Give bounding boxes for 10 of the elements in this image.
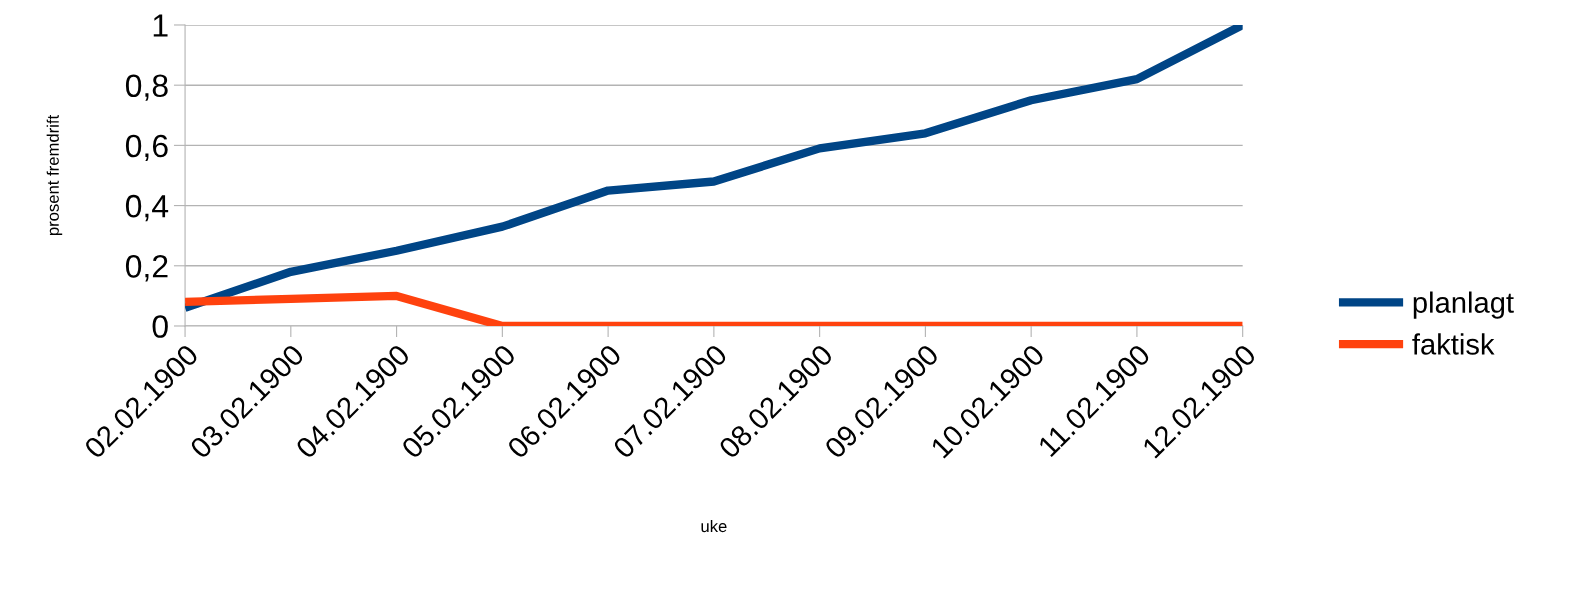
y-tick-label: 0,6: [125, 134, 168, 162]
legend-label: planlagt: [1413, 291, 1514, 319]
y-axis-title: prosent fremdrift: [46, 114, 63, 236]
y-tick-label: 0,4: [125, 194, 169, 222]
y-tick-label: 0,8: [125, 74, 168, 101]
legend-label: faktisk: [1412, 333, 1495, 355]
y-tick-label: 1: [153, 14, 168, 37]
x-axis-title: uke: [701, 519, 727, 533]
y-tick-label: 0: [152, 315, 168, 338]
y-tick-label: 0,2: [125, 255, 168, 282]
